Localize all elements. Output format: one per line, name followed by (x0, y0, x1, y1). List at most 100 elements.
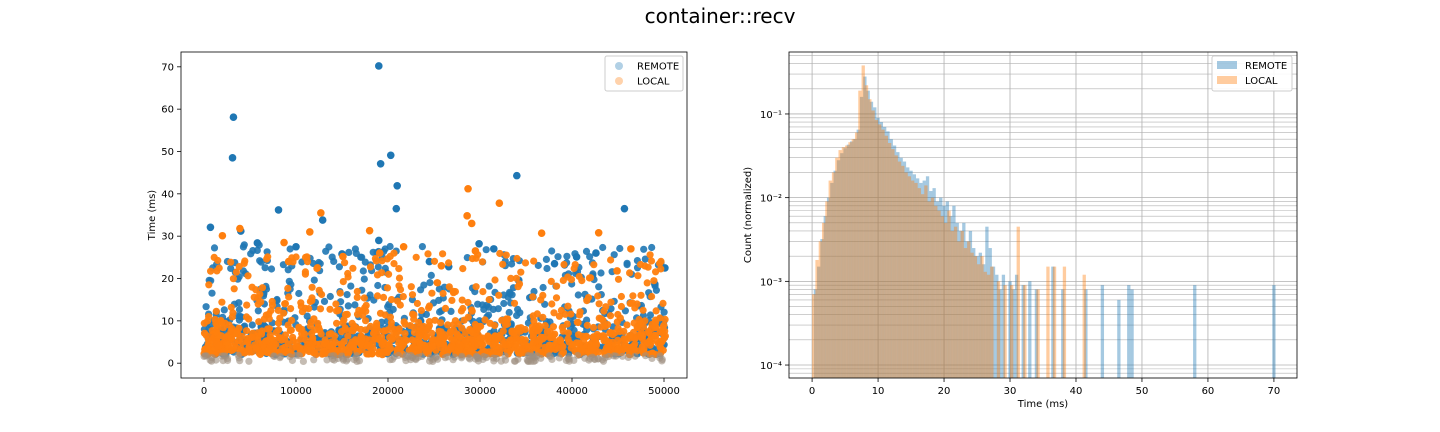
histogram-bar-remote (856, 129, 860, 378)
scatter-point-local (512, 274, 521, 282)
scatter-point-local (570, 264, 578, 273)
scatter-point-local (284, 321, 292, 329)
scatter-point-local (357, 340, 365, 348)
scatter-y-tick-label: 40 (161, 189, 174, 200)
scatter-point-remote (623, 259, 631, 267)
scatter-point-local (228, 313, 236, 321)
scatter-point-local (257, 349, 265, 357)
scatter-point-local (280, 238, 288, 247)
scatter-point-local (462, 337, 470, 345)
scatter-point-remote (648, 243, 656, 252)
histogram-y-tick-label: 10⁻² (760, 194, 782, 205)
histogram-bar-remote (929, 191, 933, 378)
scatter-point-local (265, 325, 273, 333)
scatter-point-local (645, 329, 653, 337)
histogram-bar-remote (1028, 281, 1032, 378)
scatter-y-axis: 0 10 20 30 40 50 60 70 (161, 62, 181, 370)
scatter-point-remote (248, 321, 256, 329)
scatter-point-local (280, 309, 288, 317)
histogram-x-tick-label: 50 (1136, 386, 1149, 397)
scatter-point-local (309, 334, 317, 342)
scatter-point-local (646, 251, 654, 259)
scatter-point-remote (494, 305, 502, 313)
scatter-point-local (410, 315, 418, 323)
scatter-point-remote (480, 305, 488, 313)
scatter-point-faded (200, 352, 208, 360)
scatter-point-local (368, 350, 376, 358)
scatter-point-remote (485, 282, 493, 290)
histogram-bar-remote (1084, 289, 1088, 378)
scatter-point-remote (616, 244, 624, 253)
scatter-point-local (623, 321, 631, 329)
scatter-point-remote (320, 297, 329, 305)
scatter-point-local (476, 334, 484, 342)
scatter-point-local (468, 328, 476, 336)
scatter-point-local (371, 254, 379, 263)
scatter-point-local (574, 331, 583, 339)
scatter-point-local (552, 294, 561, 302)
scatter-point-remote (227, 264, 235, 272)
histogram-bar-local (887, 142, 892, 378)
scatter-point-local (424, 250, 432, 258)
histogram-bar-local (901, 165, 905, 378)
scatter-y-tick-label: 20 (161, 274, 174, 285)
scatter-point-faded (299, 357, 307, 365)
scatter-point-local (606, 312, 615, 320)
scatter-point-local (597, 315, 605, 323)
scatter-point-remote (210, 244, 219, 252)
scatter-point-local (242, 313, 251, 321)
scatter-point-local (232, 268, 240, 276)
histogram-bar-remote (1061, 289, 1065, 378)
histogram-bar-remote (843, 148, 847, 378)
scatter-point-local (212, 307, 220, 315)
scatter-point-faded (624, 353, 632, 361)
scatter-point-remote (328, 253, 336, 261)
scatter-point-remote (254, 307, 262, 315)
scatter-point-local (658, 338, 666, 346)
scatter-point-local (276, 314, 284, 322)
scatter-point-local (594, 292, 602, 300)
scatter-point-remote (543, 264, 551, 273)
scatter-point-remote (247, 250, 255, 258)
histogram-bar-remote (945, 201, 949, 378)
histogram-bar-remote (879, 122, 884, 378)
scatter-point-local (320, 340, 329, 348)
scatter-point-local (437, 262, 446, 270)
histogram-bar-remote (968, 230, 973, 378)
scatter-point-remote (335, 263, 343, 271)
scatter-point-remote (641, 255, 649, 263)
histogram-bar-local (1016, 226, 1020, 378)
scatter-point-remote (548, 247, 556, 255)
scatter-point-local (648, 349, 657, 357)
scatter-point-local (614, 345, 622, 353)
histogram-bar-local (831, 172, 836, 378)
scatter-point-remote (208, 289, 216, 297)
histogram-bars (812, 65, 1276, 379)
scatter-point-local (468, 255, 476, 263)
scatter-point-faded (329, 355, 337, 363)
scatter-point-local (367, 322, 375, 330)
scatter-point-local (227, 258, 235, 266)
scatter-point-local (548, 300, 556, 308)
scatter-point-local (217, 316, 225, 325)
scatter-point-faded (555, 354, 563, 362)
scatter-point-faded (565, 355, 573, 363)
scatter-point-remote (418, 243, 426, 251)
scatter-point-local (386, 313, 394, 321)
histogram-bar-remote (1117, 299, 1121, 378)
histogram-bar-local (1052, 266, 1057, 378)
scatter-point-remote (318, 216, 327, 224)
histogram-bar-local (970, 252, 974, 378)
scatter-point-remote (375, 62, 383, 70)
histogram-bar-local (924, 185, 928, 378)
scatter-point-remote (475, 239, 483, 248)
scatter-point-local (306, 322, 314, 330)
scatter-point-local (644, 263, 652, 271)
scatter-point-local (515, 280, 524, 288)
scatter-point-local (539, 313, 547, 321)
histogram-bar-local (874, 119, 879, 379)
scatter-point-faded (466, 355, 474, 363)
histogram-bar-local (947, 210, 951, 378)
scatter-point-local (543, 328, 551, 336)
histogram-legend-box (1211, 55, 1293, 92)
